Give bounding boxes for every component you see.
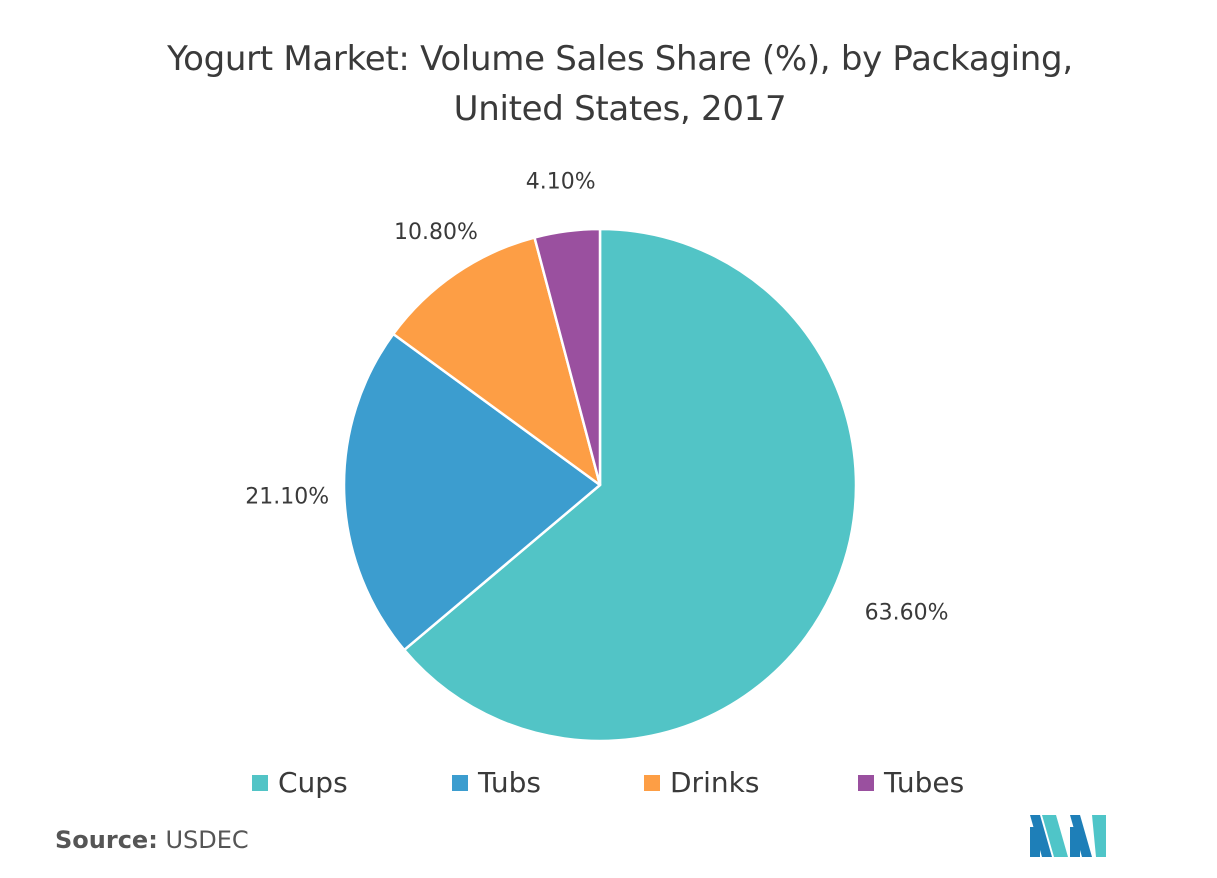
logo-shape-6 (1070, 827, 1080, 857)
legend-swatch-tubs (452, 774, 468, 791)
legend-label-cups: Cups (278, 766, 348, 799)
brand-logo (1030, 815, 1106, 857)
logo-shape-4 (1092, 815, 1106, 857)
logo-shape-2 (1042, 815, 1068, 857)
pie-slice-drinks (392, 236, 602, 487)
legend-label-drinks: Drinks (670, 766, 760, 799)
logo-shape-3 (1070, 815, 1092, 857)
chart-title: Yogurt Market: Volume Sales Share (%), b… (0, 34, 1217, 134)
data-label-tubs: 21.10% (245, 485, 329, 510)
source-prefix: Source: (55, 826, 158, 854)
legend-label-tubes: Tubes (884, 766, 965, 799)
pie-slice-tubes (533, 227, 602, 487)
chart-title-line-1: Yogurt Market: Volume Sales Share (%), b… (167, 39, 1073, 79)
source-text: USDEC (165, 826, 249, 854)
source-note: Source: USDEC (55, 826, 249, 854)
logo-shape-5 (1030, 827, 1040, 857)
legend-item-tubs: Tubs (452, 766, 541, 799)
chart-legend: Cups Tubs Drinks Tubes (0, 766, 1217, 806)
pie-slice-tubs (342, 332, 602, 652)
data-label-cups: 63.60% (865, 601, 949, 626)
logo-shape-1 (1030, 815, 1052, 857)
pie-slices (342, 227, 858, 743)
pie-slice-cups (402, 227, 858, 743)
legend-swatch-tubes (858, 774, 874, 791)
data-label-tubes: 4.10% (526, 170, 596, 195)
pie-data-labels: 63.60% 21.10% 10.80% 4.10% (245, 170, 948, 626)
legend-item-cups: Cups (252, 766, 348, 799)
legend-item-drinks: Drinks (644, 766, 759, 799)
legend-swatch-drinks (644, 774, 660, 791)
chart-title-line-2: United States, 2017 (453, 89, 787, 129)
legend-swatch-cups (252, 774, 268, 791)
data-label-drinks: 10.80% (394, 220, 478, 245)
legend-item-tubes: Tubes (858, 766, 964, 799)
legend-label-tubs: Tubs (478, 766, 541, 799)
